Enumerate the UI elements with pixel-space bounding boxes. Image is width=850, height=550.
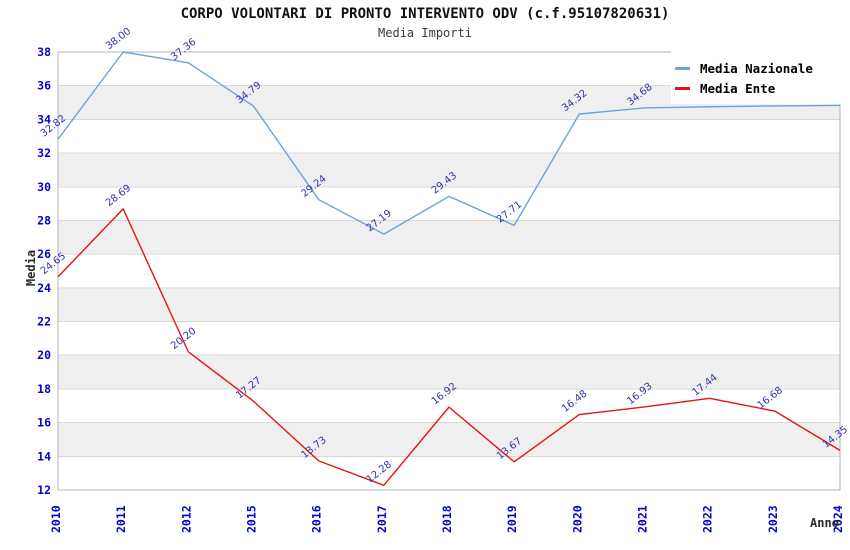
y-tick-label: 28 xyxy=(37,213,51,227)
y-tick-label: 20 xyxy=(37,348,51,362)
x-tick-label: 2011 xyxy=(114,505,128,533)
x-tick-label: 2022 xyxy=(701,505,715,533)
y-tick-label: 22 xyxy=(37,315,51,329)
legend-label-media-ente: Media Ente xyxy=(700,81,776,96)
series-line-media-ente xyxy=(57,208,841,486)
x-tick-label: 2015 xyxy=(245,505,259,533)
data-label: 12.28 xyxy=(365,459,394,485)
y-tick-label: 16 xyxy=(37,416,51,430)
y-tick-label: 24 xyxy=(37,281,51,295)
x-tick-label: 2024 xyxy=(831,505,845,533)
media-nazionale-line-swatch-icon xyxy=(675,67,690,70)
data-label: 38.00 xyxy=(104,26,133,52)
y-tick-label: 30 xyxy=(37,180,51,194)
x-tick-label: 2019 xyxy=(505,505,519,533)
x-tick-label: 2021 xyxy=(636,505,650,533)
data-label: 20.20 xyxy=(169,326,198,352)
x-tick-label: 2018 xyxy=(440,505,454,533)
band-stripe xyxy=(58,153,840,187)
y-tick-label: 18 xyxy=(37,382,51,396)
legend-label-media-nazionale: Media Nazionale xyxy=(700,61,813,76)
band-stripe xyxy=(58,220,840,255)
y-tick-label: 14 xyxy=(37,449,51,463)
legend: Media Nazionale Media Ente xyxy=(671,50,850,104)
legend-item-media-ente: Media Ente xyxy=(675,81,850,96)
x-tick-label: 2010 xyxy=(49,505,63,533)
x-axis-title: Anno xyxy=(810,516,839,530)
data-label: 16.48 xyxy=(560,388,589,414)
data-label: 37.36 xyxy=(169,37,198,63)
y-tick-label: 26 xyxy=(37,247,51,261)
x-tick-label: 2016 xyxy=(310,505,324,533)
chart-title: CORPO VOLONTARI DI PRONTO INTERVENTO ODV… xyxy=(180,6,670,22)
y-tick-label: 36 xyxy=(37,79,51,93)
x-tick-label: 2020 xyxy=(570,505,584,533)
band-stripe xyxy=(58,422,840,457)
media-ente-line-swatch-icon xyxy=(675,87,690,90)
y-axis-title: Media xyxy=(24,249,38,287)
legend-item-media-nazionale: Media Nazionale xyxy=(675,61,850,76)
x-tick-label: 2023 xyxy=(766,505,780,533)
plot-border xyxy=(57,51,841,491)
series-line-media-nazionale xyxy=(57,51,841,235)
band-stripe xyxy=(58,355,840,389)
band-stripe xyxy=(58,287,840,322)
x-tick-label: 2017 xyxy=(375,505,389,533)
y-tick-label: 12 xyxy=(37,483,51,497)
y-tick-label: 34 xyxy=(37,112,51,126)
chart-subtitle: Media Importi xyxy=(378,26,472,40)
x-tick-label: 2012 xyxy=(179,505,193,533)
y-tick-label: 38 xyxy=(37,45,51,59)
y-tick-label: 32 xyxy=(37,146,51,160)
